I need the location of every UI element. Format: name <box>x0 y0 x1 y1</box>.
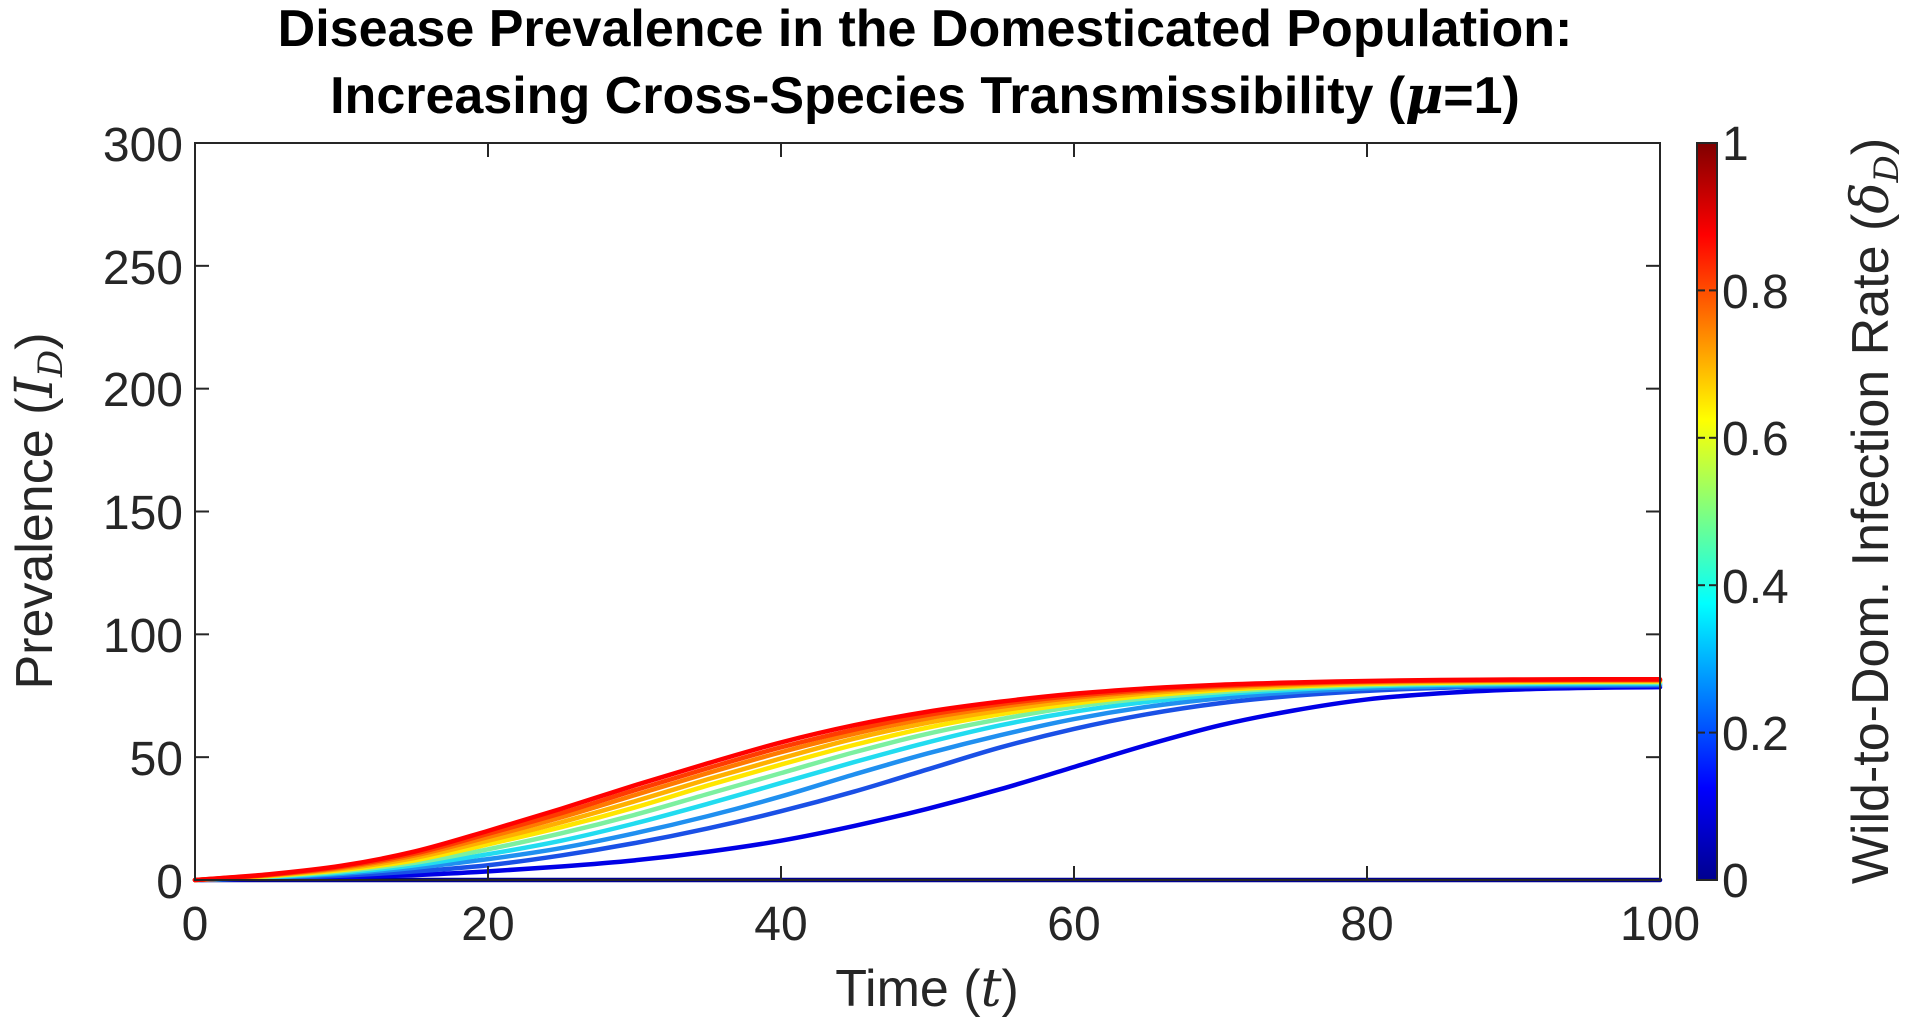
y-tick-label-250: 250 <box>103 242 183 295</box>
y-tick-label-50: 50 <box>130 733 183 786</box>
colorbar-tick-label-0: 0 <box>1722 855 1749 908</box>
colorbar-tick-label-0.6: 0.6 <box>1722 413 1789 466</box>
y-tick-label-100: 100 <box>103 610 183 663</box>
series-line-delta-1 <box>192 677 1663 883</box>
colorbar-tick-label-0.2: 0.2 <box>1722 708 1789 761</box>
colorbar-tick-label-0.8: 0.8 <box>1722 266 1789 319</box>
y-tick-label-200: 200 <box>103 364 183 417</box>
colorbar-tick-labels: 0 0.2 0.4 0.6 0.8 1 <box>1722 118 1789 908</box>
colorbar-tick-label-1: 1 <box>1722 118 1749 171</box>
y-tick-label-300: 300 <box>103 119 183 172</box>
y-tick-label-150: 150 <box>103 487 183 540</box>
tick-marks <box>194 142 1661 881</box>
series-layer <box>192 677 1663 883</box>
x-tick-label-80: 80 <box>1340 898 1393 951</box>
x-axis-label: Time (t) <box>835 959 1019 1019</box>
colorbar-label: Wild-to-Dom. Infection Rate (δD) <box>1841 138 1907 884</box>
chart-title-line2: Increasing Cross-Species Transmissibilit… <box>330 65 1520 126</box>
x-tick-label-60: 60 <box>1047 898 1100 951</box>
x-tick-label-20: 20 <box>461 898 514 951</box>
y-tick-label-0: 0 <box>156 856 183 909</box>
y-axis-label: Prevalence (ID) <box>5 332 71 689</box>
colorbar-tick-label-0.4: 0.4 <box>1722 561 1789 614</box>
y-tick-labels: 0 50 100 150 200 250 300 <box>103 119 183 909</box>
plot-area <box>195 143 1660 880</box>
colorbar <box>1696 142 1718 881</box>
series-line-delta-0.1 <box>192 684 1663 883</box>
x-tick-labels: 0 20 40 60 80 100 <box>182 898 1700 951</box>
chart-title-line1: Disease Prevalence in the Domesticated P… <box>278 0 1573 58</box>
x-tick-label-0: 0 <box>182 898 209 951</box>
colorbar-tick-marks <box>1697 289 1717 881</box>
x-tick-label-100: 100 <box>1620 898 1700 951</box>
x-tick-label-40: 40 <box>754 898 807 951</box>
